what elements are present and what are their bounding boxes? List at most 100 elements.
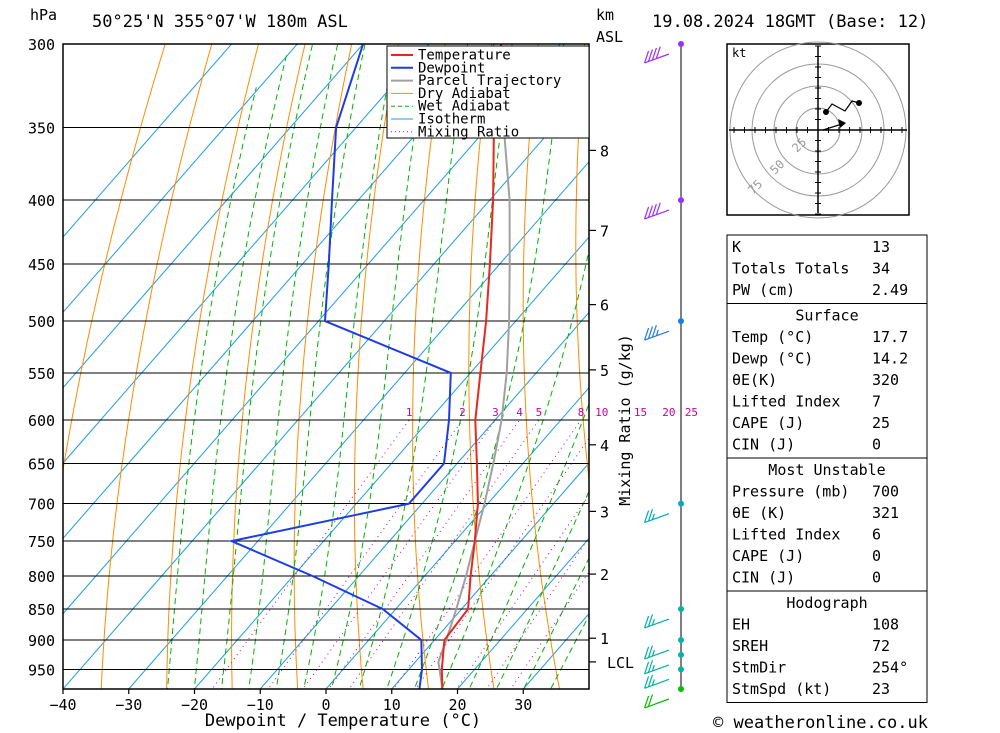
hodograph-point-start: [823, 109, 829, 115]
pressure-tick-label: 350: [28, 120, 55, 138]
pressure-tick-label: 750: [28, 533, 55, 551]
wind-barb-shaft: [644, 664, 670, 675]
pressure-tick-label: 450: [28, 256, 55, 274]
indices-row-value: 321: [872, 504, 899, 522]
legend-label: Dewpoint: [418, 60, 485, 76]
indices-row-label: Temp (°C): [732, 328, 813, 346]
indices-row-value: 23: [872, 680, 890, 698]
temp-tick-label: 30: [514, 696, 532, 714]
wind-level-dot: [678, 41, 684, 47]
wind-barb: [643, 324, 670, 341]
wind-barb-flag: [643, 615, 650, 629]
indices-row-value: 700: [872, 483, 899, 501]
wind-barb-flag: [643, 327, 650, 341]
indices-row-value: 7: [872, 393, 881, 411]
height-tick-label: 4: [600, 437, 609, 455]
indices-row-value: 6: [872, 526, 881, 544]
indices-row-label: EH: [732, 616, 750, 634]
dry-adiabat-line: [994, 0, 1000, 724]
indices-row-value: 34: [872, 260, 890, 278]
height-tick-label: 2: [600, 566, 609, 584]
dry-adiabat-line: [949, 0, 1000, 724]
asl-label: ASL: [596, 28, 623, 46]
height-axis: 8 7 6 5 4 3 2 1 LCL: [589, 142, 634, 672]
wind-barb-shaft: [644, 618, 670, 629]
pressure-tick-label: 850: [28, 601, 55, 619]
isotherm-line: [63, 44, 298, 314]
indices-row-value: 254°: [872, 659, 908, 677]
mixing-ratio-label: 10: [595, 406, 608, 419]
isotherm-line: [63, 44, 496, 540]
temp-tick-label: −30: [115, 696, 142, 714]
wind-barb-half: [651, 649, 655, 657]
hodograph-unit-label: kt: [732, 46, 746, 60]
isotherm-line: [194, 236, 589, 689]
temperature-line: [440, 44, 503, 689]
wind-barb-shaft: [644, 649, 670, 660]
indices-row-value: 25: [872, 414, 890, 432]
wind-barb-flag: [643, 695, 650, 709]
dry-adiabat-line: [100, 44, 213, 689]
pressure-unit-label: hPa: [30, 6, 57, 24]
plot-frame: [62, 43, 590, 690]
indices-row-label: CIN (J): [732, 436, 795, 454]
mixing-ratio-line: [328, 419, 521, 689]
indices-row-value: 108: [872, 616, 899, 634]
height-tick-label: LCL: [607, 654, 634, 672]
mixing-ratio-axis-title: Mixing Ratio (g/kg): [616, 334, 634, 506]
indices-box-title: Hodograph: [786, 594, 867, 612]
wind-barb-flag: [647, 508, 654, 522]
wind-barb-flag: [647, 326, 654, 339]
mixing-ratio-line: [211, 419, 410, 689]
isotherm-line: [63, 44, 364, 389]
wind-barb-flag: [643, 510, 650, 523]
indices-row-value: 17.7: [872, 328, 908, 346]
dry-adiabat-line: [231, 44, 306, 689]
pressure-tick-label: 700: [28, 496, 55, 514]
legend-label: Isotherm: [418, 112, 485, 128]
storm-motion-arrow: [838, 119, 846, 128]
wind-barb-flag: [647, 645, 654, 658]
mixing-ratio-label: 1: [406, 406, 413, 419]
wind-barb-flag: [647, 614, 654, 627]
indices-box-title: Most Unstable: [768, 461, 885, 479]
indices-row-value: 320: [872, 371, 899, 389]
wind-barb-flag: [655, 202, 661, 215]
wind-barb: [643, 46, 670, 64]
wind-barb-half: [651, 513, 655, 520]
isotherm-line: [63, 85, 589, 689]
mixing-ratio-label: 20: [662, 406, 675, 419]
mixing-ratio-line: [392, 419, 582, 689]
height-tick-label: 5: [600, 362, 609, 380]
wind-level-dot: [678, 606, 684, 613]
wind-barb-flag: [643, 206, 650, 220]
mixing-ratio-label: 8: [578, 406, 585, 419]
mixing-ratio-line: [348, 419, 540, 689]
pressure-axis: 300 350 400 450 500 550 600 650 700 750 800 850 900 9…: [28, 36, 55, 679]
isotherm-line: [391, 462, 589, 689]
mixing-ratio-line: [302, 419, 496, 689]
temperature-axis: −40 −30 −20 −10 0 10 20 30: [49, 689, 532, 714]
wind-barb-flag: [643, 676, 650, 689]
dry-adiabat-line: [166, 44, 260, 689]
wind-barb: [643, 674, 670, 689]
indices-box: [726, 457, 928, 592]
temp-tick-label: −20: [181, 696, 208, 714]
mixing-ratio-labels: 1 2 3 4 5 8 10 15 20 25: [406, 406, 698, 419]
indices-row-value: 2.49: [872, 281, 908, 299]
height-tick-label: 7: [600, 222, 609, 240]
isotherm-line: [63, 44, 430, 464]
indices-box: [726, 590, 928, 703]
indices-row-value: 14.2: [872, 350, 908, 368]
km-label: km: [596, 6, 614, 24]
mixing-ratio-label: 2: [459, 406, 466, 419]
indices-row-label: StmSpd (kt): [732, 680, 831, 698]
isotherm-line: [128, 161, 589, 689]
legend-label: Temperature: [418, 48, 511, 64]
indices-row-label: θE (K): [732, 504, 786, 522]
mixing-ratio-line: [267, 419, 463, 689]
wind-level-dot: [678, 686, 684, 692]
dry-adiabat-line: [63, 44, 166, 474]
isotherm-line: [325, 386, 589, 689]
indices-row-label: Pressure (mb): [732, 483, 849, 501]
